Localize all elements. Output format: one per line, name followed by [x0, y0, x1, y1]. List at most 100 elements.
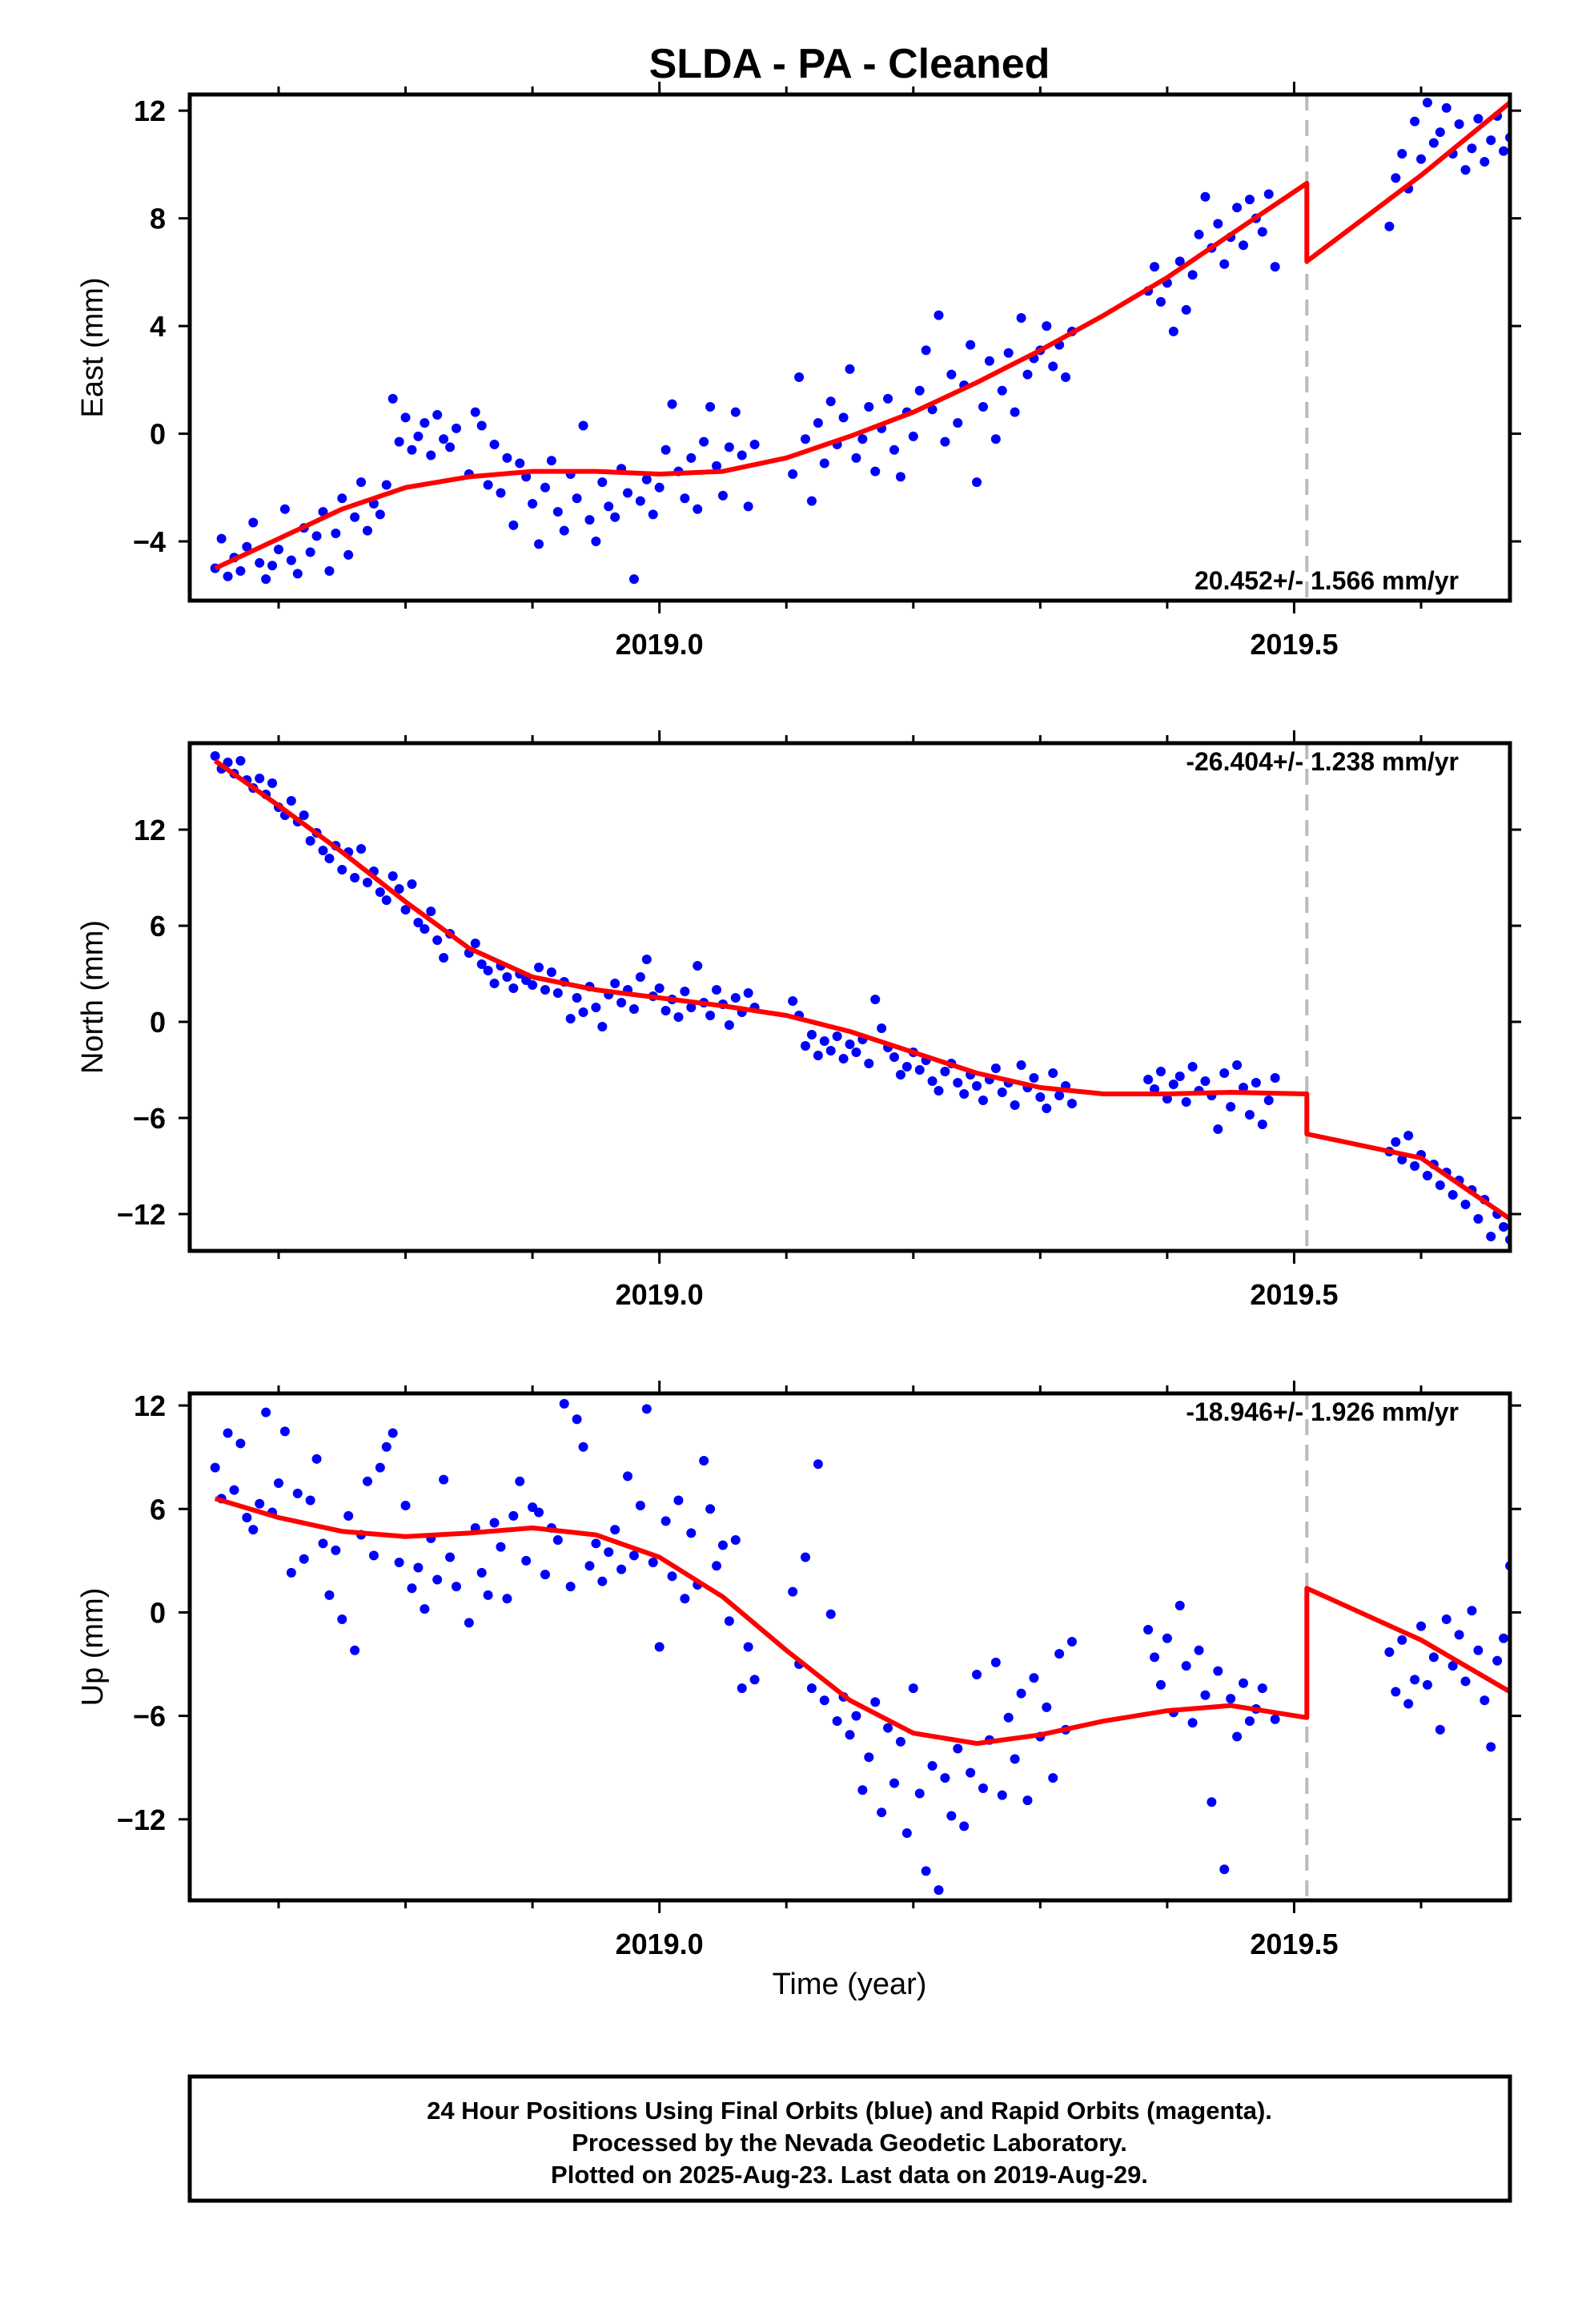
- north-data-point: [489, 979, 500, 988]
- east-data-point: [641, 474, 652, 485]
- east-data-point: [515, 458, 525, 468]
- up-data-point: [616, 1564, 627, 1574]
- north-data-point: [1187, 1062, 1198, 1072]
- north-data-point: [210, 751, 220, 761]
- north-data-point: [1035, 1092, 1046, 1102]
- up-data-point: [229, 1485, 239, 1495]
- up-data-point: [661, 1516, 671, 1526]
- north-data-point: [572, 993, 582, 1003]
- east-data-point: [705, 401, 716, 412]
- north-data-point: [953, 1078, 963, 1088]
- north-data-point: [1010, 1100, 1020, 1110]
- north-data-point: [356, 844, 367, 854]
- x-axis-label: Time (year): [773, 1968, 927, 2001]
- up-data-point: [895, 1736, 905, 1747]
- up-x-tick-label: 2019.5: [1250, 1928, 1338, 1960]
- north-data-point: [1499, 1222, 1509, 1232]
- up-data-point: [1454, 1630, 1464, 1640]
- up-data-point: [337, 1614, 347, 1625]
- east-data-point: [749, 440, 760, 450]
- north-y-axis-label: North (mm): [76, 920, 110, 1074]
- north-y-tick-label: 12: [134, 814, 166, 846]
- up-data-point: [1150, 1652, 1160, 1663]
- east-data-point: [1010, 407, 1020, 417]
- up-data-point: [604, 1547, 614, 1558]
- up-data-point: [724, 1616, 734, 1626]
- north-data-point: [1244, 1110, 1255, 1120]
- east-data-point: [1194, 229, 1204, 239]
- up-data-point: [476, 1567, 487, 1578]
- up-data-point: [946, 1811, 957, 1821]
- east-data-point: [813, 418, 823, 428]
- up-data-point: [305, 1495, 315, 1506]
- up-fit-line: [214, 1496, 1510, 1747]
- north-data-point: [476, 959, 487, 969]
- north-data-point: [267, 778, 278, 788]
- north-data-point: [387, 871, 398, 881]
- east-data-point: [432, 410, 443, 420]
- east-data-point: [445, 442, 456, 452]
- north-data-point: [1226, 1102, 1236, 1112]
- up-data-point: [400, 1500, 411, 1510]
- east-data-point: [1257, 227, 1267, 237]
- north-data-point: [324, 854, 335, 863]
- footer-box: [187, 2074, 1512, 2203]
- east-data-point: [400, 412, 411, 423]
- north-data-point: [1200, 1076, 1211, 1086]
- up-data-point: [1486, 1742, 1496, 1752]
- up-data-point: [292, 1488, 303, 1498]
- east-data-point: [528, 498, 538, 509]
- east-frame: [187, 92, 1512, 603]
- up-data-point: [279, 1426, 290, 1437]
- north-data-point: [628, 1004, 639, 1014]
- up-y-tick-label: −12: [117, 1803, 166, 1836]
- north-data-point: [895, 1070, 905, 1080]
- up-data-point: [673, 1495, 684, 1506]
- footer-line-2: Processed by the Nevada Geodetic Laborat…: [572, 2129, 1127, 2157]
- east-data-point: [387, 393, 398, 404]
- north-data-point: [788, 996, 798, 1006]
- east-data-point: [439, 434, 449, 444]
- up-data-point: [940, 1773, 950, 1783]
- east-data-point: [825, 396, 836, 407]
- up-data-point: [705, 1504, 716, 1514]
- east-data-point: [699, 436, 709, 447]
- east-data-point: [654, 482, 665, 493]
- east-data-point: [470, 407, 480, 417]
- east-data-point: [730, 407, 741, 417]
- north-data-point: [350, 873, 360, 883]
- east-data-point: [870, 466, 881, 476]
- north-data-point: [1232, 1060, 1243, 1070]
- east-data-point: [1061, 372, 1071, 382]
- up-data-point: [819, 1695, 829, 1706]
- north-data-point: [972, 1081, 982, 1091]
- up-data-point: [1428, 1652, 1439, 1663]
- up-data-point: [350, 1645, 360, 1655]
- east-data-point: [966, 340, 976, 350]
- up-data-point: [877, 1807, 887, 1818]
- up-data-point: [413, 1562, 424, 1573]
- up-data-point: [845, 1730, 855, 1740]
- east-data-point: [978, 401, 988, 412]
- up-data-point: [1003, 1712, 1014, 1723]
- east-data-point: [1428, 138, 1439, 148]
- east-data-point: [572, 493, 582, 504]
- north-data-point: [641, 955, 652, 964]
- footer-line-1: 24 Hour Positions Using Final Orbits (bl…: [427, 2097, 1272, 2125]
- north-data-point: [934, 1086, 944, 1096]
- east-data-point: [851, 452, 861, 463]
- up-data-point: [927, 1761, 938, 1771]
- up-data-point: [210, 1462, 220, 1473]
- north-data-point: [1403, 1131, 1414, 1140]
- north-data-point: [851, 1047, 861, 1057]
- up-data-point: [654, 1642, 665, 1652]
- up-y-tick-label: 12: [134, 1389, 166, 1422]
- east-data-point: [661, 444, 671, 455]
- up-data-point: [584, 1561, 595, 1571]
- up-data-point: [889, 1778, 899, 1788]
- east-data-point: [248, 517, 259, 528]
- east-data-point: [667, 399, 677, 409]
- east-data-point: [286, 555, 296, 565]
- up-data-point: [521, 1555, 532, 1566]
